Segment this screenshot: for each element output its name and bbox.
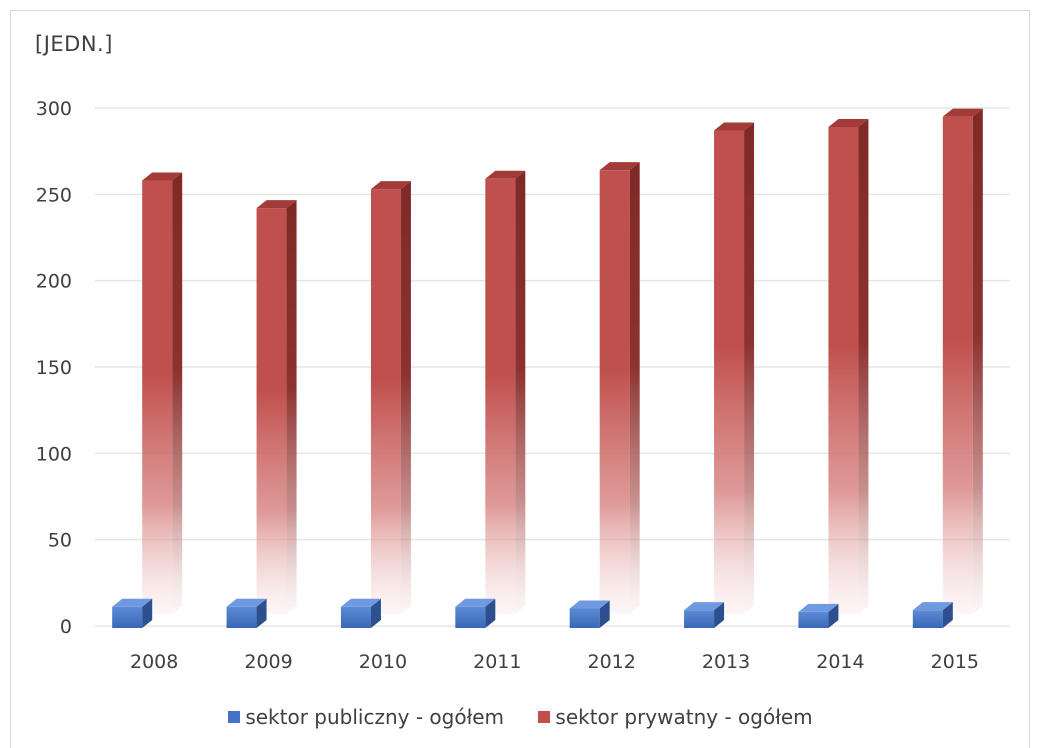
x-tick-label: 2010 [359,651,407,673]
y-tick-label: 50 [48,530,72,552]
legend-swatch-private [538,711,551,723]
bar-public-2013 [684,602,725,628]
bar-public-2008 [112,598,153,628]
x-tick-label: 2012 [588,651,636,673]
bar-public-2015 [912,602,953,628]
bar-public-2010 [340,598,381,628]
bar-public-2012 [569,600,610,628]
y-tick-label: 100 [36,443,72,465]
x-tick-label: 2009 [244,651,292,673]
bar-private-2009 [256,200,297,614]
legend-item-private: sektor prywatny - ogółem [538,705,813,729]
bar-private-2008 [142,172,183,614]
bar-private-2014 [828,118,869,614]
x-tick-label: 2014 [816,651,864,673]
legend-item-public: sektor publiczny - ogółem [228,705,504,729]
bar-public-2009 [226,598,267,628]
x-tick-label: 2011 [473,651,521,673]
bar-public-2011 [455,598,496,628]
y-axis-ticks: 0 50 100 150 200 250 300 [36,98,72,638]
bar-private-2010 [370,181,411,615]
bar-private-2012 [599,162,640,614]
legend: sektor publiczny - ogółem sektor prywatn… [0,704,1041,729]
bar-private-2011 [485,170,526,614]
bar-private-2015 [942,108,983,614]
x-axis-ticks: 2008 2009 2010 2011 2012 2013 2014 2015 [130,651,979,673]
gridlines [95,107,1010,627]
legend-label-private: sektor prywatny - ogółem [555,705,813,729]
legend-label-public: sektor publiczny - ogółem [245,705,505,729]
y-tick-label: 250 [36,184,72,206]
y-tick-label: 200 [36,271,72,293]
y-tick-label: 150 [36,357,72,379]
legend-swatch-public [228,711,241,723]
bar-public-2014 [798,603,839,628]
x-tick-label: 2015 [931,651,979,673]
bar-private-2013 [714,122,755,615]
y-tick-label: 300 [36,98,72,120]
x-tick-label: 2008 [130,651,178,673]
x-tick-label: 2013 [702,651,750,673]
unit-label: [JEDN.] [35,32,113,56]
y-tick-label: 0 [60,616,72,638]
bars [112,108,983,628]
